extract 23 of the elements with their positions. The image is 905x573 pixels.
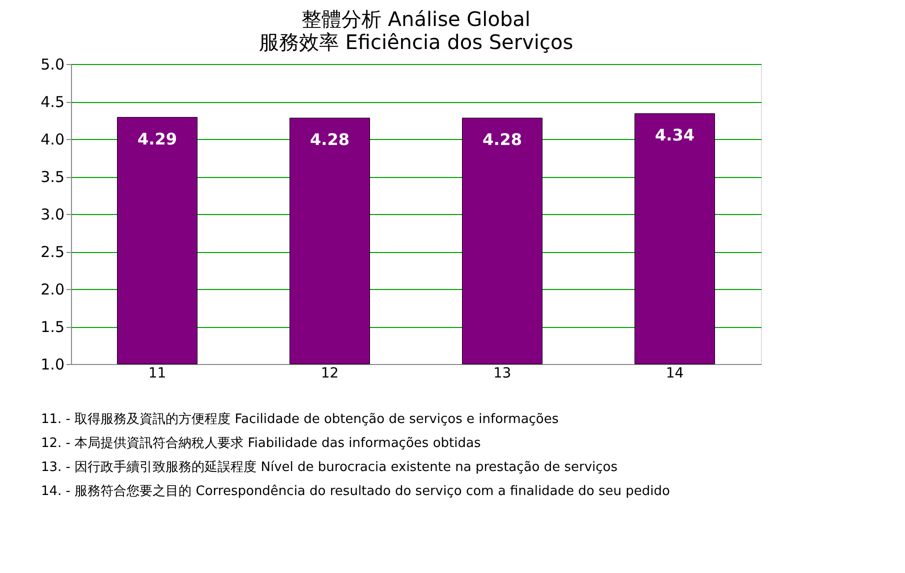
chart-title: 整體分析 Análise Global: [302, 7, 530, 31]
y-tick-label: 5.0: [40, 56, 64, 74]
x-tick-label: 14: [666, 366, 684, 382]
y-tick-label: 1.5: [40, 318, 64, 336]
text: 13. - 因行政手續引致服務的延誤程度 Nível de burocracia existente na prestação de serviços: [41, 459, 618, 475]
text: 12. - 本局提供資訊符合納稅人要求 Fiabilidade das informações obtidas: [41, 436, 481, 451]
x-tick-label: 13: [493, 366, 512, 382]
y-tick-label: 4.5: [40, 93, 64, 111]
y-tick-label: 3.5: [40, 168, 64, 186]
x-tick-label: 11: [148, 366, 166, 382]
y-tick-label: 2.0: [40, 280, 64, 298]
text: 14. - 服務符合您要之目的 Correspondência do resultado do serviço com a finalidade do seu pedido: [41, 484, 670, 499]
data-label: 4.28: [310, 130, 350, 149]
x-tick-label: 12: [320, 366, 339, 382]
y-tick-label: 3.0: [40, 206, 64, 224]
data-label: 4.28: [482, 130, 522, 149]
chart-subtitle: 服務效率 Eficiência dos Serviços: [258, 30, 574, 54]
text: 11. - 取得服務及資訊的方便程度 Facilidade de obtenção de serviços e informações: [41, 411, 559, 427]
data-label: 4.29: [138, 129, 177, 148]
data-label: 4.34: [655, 126, 694, 144]
y-tick-label: 2.5: [40, 243, 64, 261]
y-tick-label: 4.0: [40, 130, 64, 148]
y-tick-label: 1.0: [40, 356, 64, 374]
